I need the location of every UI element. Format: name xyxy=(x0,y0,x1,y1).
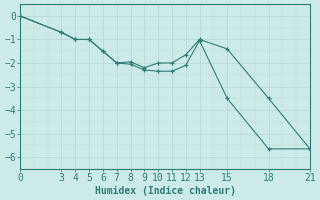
X-axis label: Humidex (Indice chaleur): Humidex (Indice chaleur) xyxy=(94,186,236,196)
